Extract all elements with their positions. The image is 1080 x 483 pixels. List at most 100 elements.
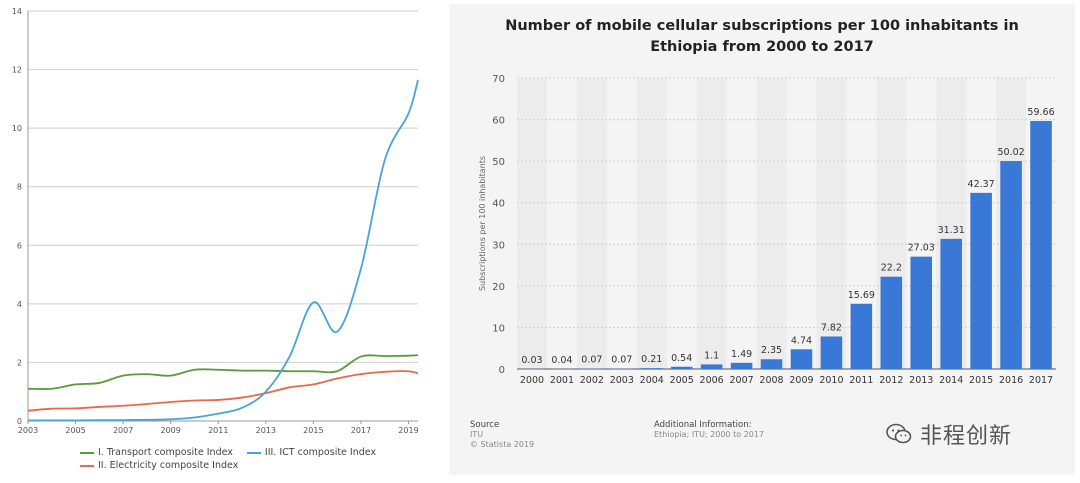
wechat-icon bbox=[886, 423, 912, 444]
bar bbox=[581, 368, 603, 370]
x-tick-label: 2005 bbox=[670, 375, 694, 386]
column-band bbox=[517, 78, 547, 369]
y-tick-label: 4 bbox=[17, 300, 22, 309]
column-band bbox=[696, 78, 727, 369]
legend-label-electricity: II. Electricity composite Index bbox=[98, 460, 239, 471]
x-tick-label: 2001 bbox=[550, 375, 574, 386]
y-tick-label: 8 bbox=[17, 183, 22, 192]
y-tick-label: 30 bbox=[492, 240, 505, 251]
chart-title-line2: Ethiopia from 2000 to 2017 bbox=[650, 39, 874, 55]
x-tick-label: 2015 bbox=[969, 375, 993, 386]
x-tick-label: 2013 bbox=[256, 426, 276, 435]
composite-index-line-chart: 0 2 4 6 8 10 12 14 2003 2005 2007 2009 2011 2013 2015 2… bbox=[12, 7, 419, 435]
bar-value-label: 22.2 bbox=[881, 263, 902, 274]
x-tick-label: 2002 bbox=[580, 375, 604, 386]
composite-index-chart: 0 2 4 6 8 10 12 14 2003 2005 2007 2009 2011 2013 2015 2… bbox=[0, 0, 440, 479]
mobile-subscriptions-chart: Number of mobile cellular subscriptions … bbox=[449, 4, 1075, 475]
bar-value-label: 1.1 bbox=[704, 350, 719, 361]
bar-value-label: 0.54 bbox=[671, 353, 692, 364]
bar-value-label: 42.37 bbox=[968, 179, 995, 190]
column-band bbox=[576, 78, 607, 369]
bar bbox=[1030, 120, 1052, 369]
bar bbox=[611, 368, 633, 370]
bar bbox=[970, 192, 992, 369]
x-tick-label: 2014 bbox=[939, 375, 963, 386]
bar-value-label: 1.49 bbox=[731, 349, 752, 360]
bar-value-label: 4.74 bbox=[791, 335, 812, 346]
bar bbox=[670, 366, 693, 369]
bar-value-label: 50.02 bbox=[997, 147, 1024, 158]
bar bbox=[790, 349, 813, 369]
bar-value-label: 0.07 bbox=[611, 355, 632, 366]
bar bbox=[551, 368, 573, 370]
bar bbox=[820, 336, 843, 369]
watermark: 非程创新 bbox=[886, 418, 1012, 450]
bar bbox=[730, 362, 753, 369]
watermark-text: 非程创新 bbox=[920, 424, 1013, 449]
legend-swatch-ict bbox=[246, 451, 261, 454]
bar bbox=[850, 303, 873, 369]
column-band bbox=[816, 78, 847, 369]
y-tick-label: 14 bbox=[12, 7, 22, 16]
y-axis-label: Subscriptions per 100 inhabitants bbox=[478, 156, 487, 291]
x-tick-label: 2011 bbox=[849, 375, 873, 386]
x-tick-label: 2007 bbox=[113, 426, 133, 435]
y-tick-label: 50 bbox=[492, 157, 505, 168]
bar bbox=[700, 364, 723, 369]
bar-value-label: 59.66 bbox=[1027, 107, 1054, 118]
x-tick-label: 2019 bbox=[398, 426, 418, 435]
bar-value-label: 15.69 bbox=[848, 290, 875, 301]
series-line-ict bbox=[27, 79, 419, 422]
chart-title-line1: Number of mobile cellular subscriptions … bbox=[505, 18, 1019, 34]
x-tick-label: 2015 bbox=[303, 426, 323, 435]
bar bbox=[910, 256, 933, 369]
additional-info-heading: Additional Information: bbox=[654, 420, 752, 430]
x-tick-label: 2010 bbox=[819, 375, 843, 386]
source-heading: Source bbox=[470, 420, 500, 430]
bar-value-label: 7.82 bbox=[821, 322, 842, 333]
x-tick-label: 2011 bbox=[208, 426, 228, 435]
bar-value-label: 27.03 bbox=[908, 243, 935, 254]
y-tick-label: 0 bbox=[499, 365, 505, 376]
legend-swatch-transport bbox=[80, 451, 94, 454]
bar bbox=[1000, 161, 1022, 369]
bar-value-label: 2.35 bbox=[761, 345, 782, 356]
x-tick-label: 2013 bbox=[909, 375, 933, 386]
mobile-subscriptions-bar-chart: 0 10 20 30 40 50 60 70 Subscriptions per 100 inh… bbox=[478, 74, 1056, 386]
x-tick-label: 2012 bbox=[879, 375, 903, 386]
bar bbox=[640, 368, 663, 369]
y-tick-label: 0 bbox=[17, 417, 22, 426]
bar bbox=[880, 276, 903, 369]
x-tick-label: 2009 bbox=[161, 426, 181, 435]
bar bbox=[521, 368, 543, 370]
x-tick-label: 2007 bbox=[729, 375, 753, 386]
x-tick-label: 2005 bbox=[65, 426, 85, 435]
bar-value-label: 0.21 bbox=[641, 354, 662, 365]
legend-swatch-electricity bbox=[80, 464, 94, 467]
y-tick-label: 2 bbox=[17, 358, 22, 367]
x-tick-label: 2004 bbox=[640, 375, 664, 386]
series-line-transport bbox=[27, 354, 419, 391]
x-tick-label: 2006 bbox=[700, 375, 724, 386]
series-line-electricity bbox=[27, 370, 419, 412]
legend-label-ict: III. ICT composite Index bbox=[264, 447, 377, 458]
y-tick-label: 12 bbox=[12, 66, 22, 75]
source-line1: ITU bbox=[470, 430, 484, 439]
x-tick-label: 2000 bbox=[520, 375, 544, 386]
x-tick-label: 2017 bbox=[1029, 375, 1053, 386]
y-tick-label: 10 bbox=[12, 124, 22, 133]
column-band bbox=[756, 78, 787, 369]
additional-info-block: Additional Information: Ethiopia; ITU; 2… bbox=[654, 420, 764, 440]
bar-value-label: 31.31 bbox=[938, 225, 965, 236]
y-tick-label: 10 bbox=[492, 323, 505, 334]
x-tick-label: 2016 bbox=[999, 375, 1023, 386]
column-band bbox=[636, 78, 667, 369]
source-line2: © Statista 2019 bbox=[470, 440, 535, 449]
additional-info-text: Ethiopia; ITU; 2000 to 2017 bbox=[654, 430, 764, 439]
x-tick-label: 2003 bbox=[18, 426, 38, 435]
y-tick-label: 70 bbox=[492, 74, 505, 85]
composite-index-legend: I. Transport composite Index III. ICT co… bbox=[80, 446, 376, 472]
x-tick-label: 2017 bbox=[351, 426, 371, 435]
y-tick-label: 6 bbox=[17, 241, 22, 250]
bar-value-label: 0.07 bbox=[581, 355, 602, 366]
